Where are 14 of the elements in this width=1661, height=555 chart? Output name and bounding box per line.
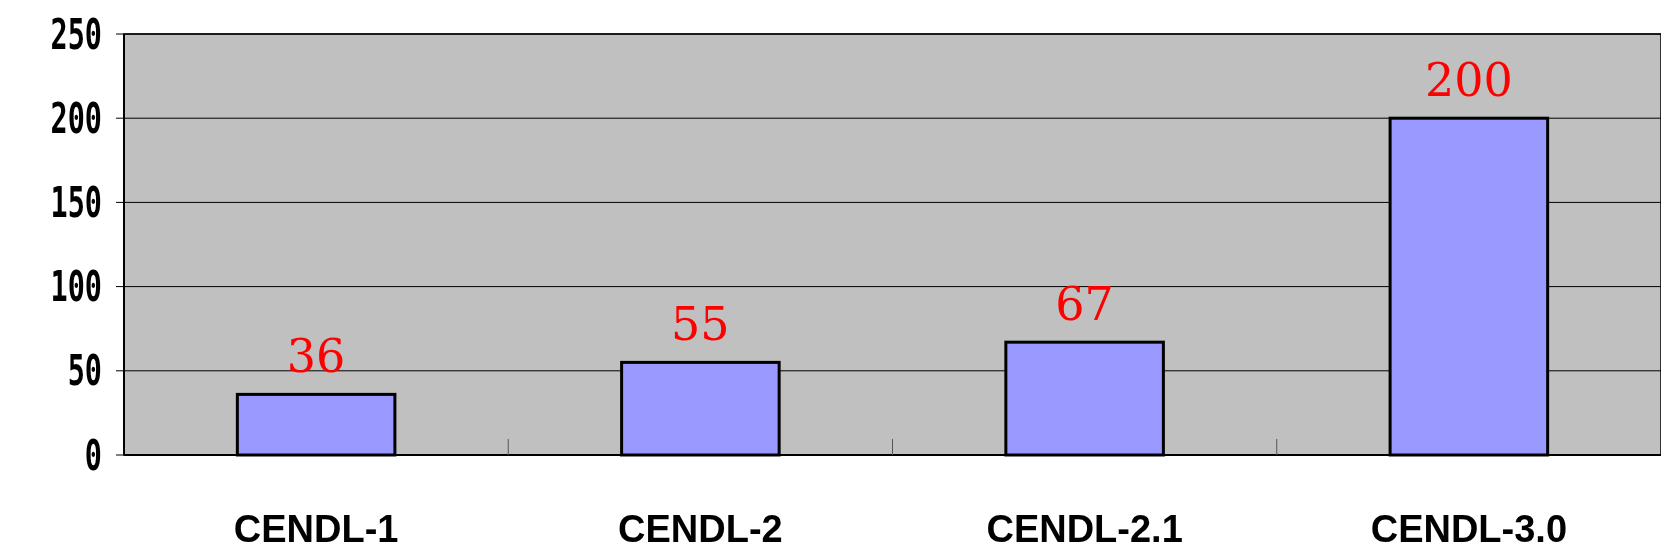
data-label: 36	[286, 329, 346, 384]
x-tick-label: CENDL-1	[233, 508, 399, 550]
y-tick-label: 150	[50, 178, 102, 227]
data-label: 55	[671, 297, 730, 352]
data-label: 200	[1424, 53, 1513, 108]
x-tick-label: CENDL-3.0	[1370, 508, 1568, 550]
x-tick-label: CENDL-2.1	[986, 508, 1183, 550]
y-tick-label: 250	[50, 10, 102, 58]
y-tick-label: 50	[67, 346, 102, 395]
y-tick-label: 200	[50, 94, 102, 143]
y-tick-label: 0	[84, 431, 102, 479]
data-label: 67	[1055, 277, 1114, 332]
y-tick-label: 100	[50, 262, 102, 311]
x-tick-label: CENDL-2	[618, 508, 783, 550]
